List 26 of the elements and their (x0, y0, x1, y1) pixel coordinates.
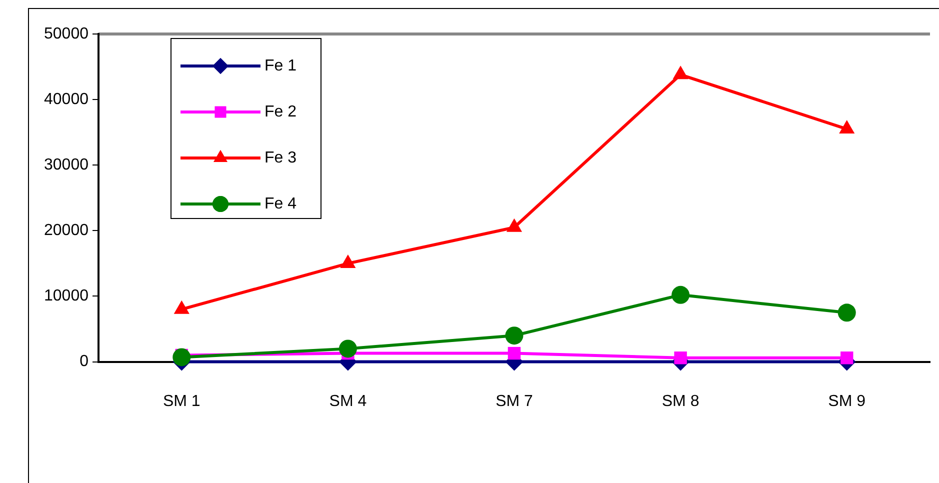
point (672, 286, 690, 304)
x-tick-label: SM 9 (828, 392, 866, 410)
y-tick-label: 30000 (44, 156, 89, 174)
x-tick-label: SM 7 (496, 392, 534, 410)
point (839, 120, 855, 134)
x-tick-label: SM 4 (329, 392, 367, 410)
point (840, 352, 854, 364)
legend-label: Fe 3 (264, 149, 297, 166)
legend-label: Fe 1 (264, 57, 297, 74)
y-tick-label: 0 (80, 353, 89, 370)
point (672, 66, 688, 80)
y-tick-label: 40000 (44, 90, 89, 108)
point (506, 218, 522, 232)
point (508, 346, 521, 360)
point (674, 352, 687, 364)
x-tick-label: SM 1 (162, 392, 200, 410)
point (172, 348, 191, 366)
point (838, 304, 856, 322)
x-tick-label: SM 8 (662, 392, 700, 410)
y-tick-label: 20000 (44, 222, 89, 240)
y-tick-label: 10000 (44, 288, 89, 305)
y-tick-label: 50000 (44, 25, 89, 42)
legend-label: Fe 4 (264, 195, 297, 212)
point (505, 326, 524, 345)
legend-label: Fe 2 (264, 103, 297, 120)
point (338, 340, 357, 358)
